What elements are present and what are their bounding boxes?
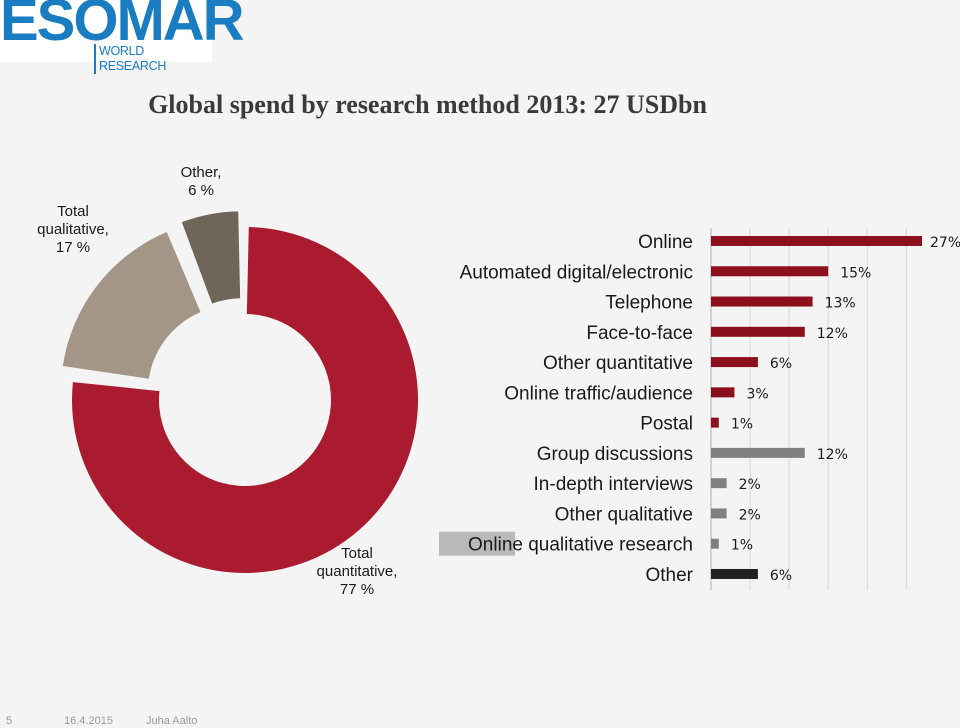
donut-slice-label: 6 %: [188, 182, 214, 199]
donut-slice-label: Other,: [181, 164, 222, 181]
data-label: 12%: [817, 326, 848, 342]
category-label: Group discussions: [537, 444, 693, 465]
data-label: 13%: [825, 296, 856, 312]
bar: [711, 236, 922, 246]
data-label: 15%: [840, 265, 871, 281]
donut-slice: [71, 227, 418, 573]
category-label: Other qualitative: [555, 504, 693, 525]
bar: [711, 417, 719, 428]
category-label: In-depth interviews: [534, 474, 693, 495]
esomar-logo: ESOMAR WORLD RESEARCH: [0, 0, 245, 74]
donut-slice: [62, 231, 201, 379]
data-label: 6%: [770, 356, 792, 372]
bar: [711, 508, 727, 519]
bar: [711, 357, 758, 368]
bar: [711, 538, 719, 549]
data-label: 2%: [739, 477, 761, 493]
bar: [711, 478, 727, 489]
category-label: Face-to-face: [586, 323, 693, 344]
donut-slice-label: Total: [341, 545, 373, 562]
footer-page-number: 5: [6, 715, 13, 727]
category-label: Online traffic/audience: [504, 383, 693, 404]
bar: [711, 387, 735, 398]
category-label: Automated digital/electronic: [460, 262, 693, 283]
bar: [711, 266, 829, 277]
category-label: Online qualitative research: [468, 535, 693, 556]
data-label: 1%: [731, 538, 753, 554]
donut-slice-label: qualitative,: [37, 221, 109, 238]
donut-slice: [181, 211, 241, 304]
bar: [711, 447, 805, 458]
donut-slice-label: 77 %: [340, 581, 374, 598]
logo-wordmark: ESOMAR: [0, 0, 245, 53]
donut-slice-label: quantitative,: [317, 563, 398, 580]
donut-slice-label: Total: [57, 203, 89, 220]
category-label: Other quantitative: [543, 353, 693, 374]
logo-subtitle: WORLD RESEARCH: [94, 44, 212, 74]
data-label: 2%: [739, 507, 761, 523]
bar: [711, 568, 758, 579]
data-label: 3%: [746, 386, 768, 402]
data-label: 12%: [817, 447, 848, 463]
data-label: 27%: [930, 235, 960, 251]
bar: [711, 326, 805, 337]
category-label: Postal: [640, 414, 693, 435]
donut-slice-label: 17 %: [56, 239, 90, 256]
category-label: Telephone: [605, 293, 693, 314]
bar: [711, 296, 813, 307]
data-label: 1%: [731, 417, 753, 433]
category-label: Online: [638, 232, 693, 253]
footer-date: 16.4.2015: [64, 715, 113, 727]
category-label-highlight: [439, 531, 515, 556]
data-label: 6%: [770, 568, 792, 584]
page-title: Global spend by research method 2013: 27…: [148, 90, 707, 119]
footer-author: Juha Aalto: [146, 715, 198, 727]
category-label: Other: [645, 565, 693, 586]
